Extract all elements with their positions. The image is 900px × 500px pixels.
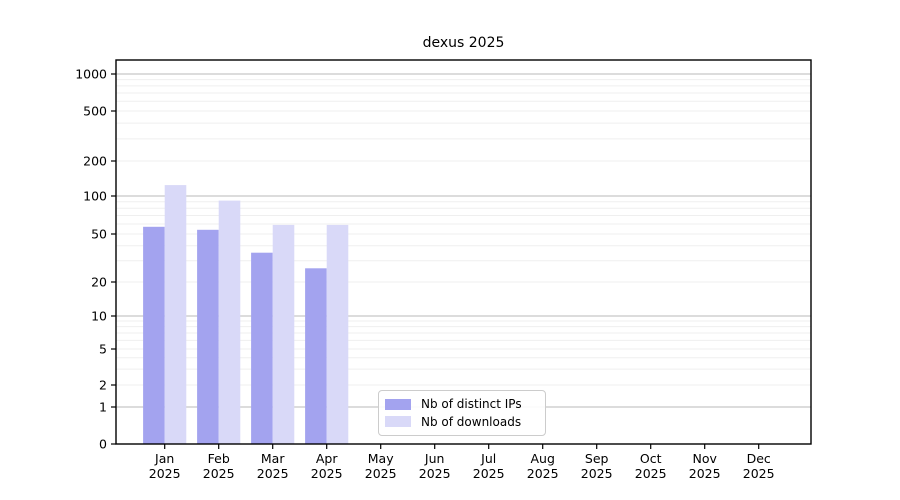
x-tick-label: Oct [640,451,662,466]
x-tick-label: Dec [747,451,771,466]
legend-item-downloads: Nb of downloads [385,415,539,429]
x-tick-label: Jun [424,451,445,466]
x-tick-label-year: 2025 [203,466,235,481]
legend-label-downloads: Nb of downloads [421,414,522,429]
chart-title: dexus 2025 [422,35,505,51]
x-tick-label-year: 2025 [581,466,613,481]
x-tick-label-year: 2025 [743,466,775,481]
y-tick-label: 10 [91,309,107,324]
y-tick-label: 20 [91,275,107,290]
x-tick-label-year: 2025 [311,466,343,481]
bar-jan-downloads [164,185,187,444]
x-tick-label: Aug [530,451,554,466]
y-tick-label: 50 [91,227,107,242]
x-tick-label: Apr [316,451,338,466]
bar-feb-downloads [218,200,241,444]
bar-jan-distinct-ips [143,226,165,444]
x-tick-label: Feb [208,451,230,466]
x-tick-label: May [368,451,394,466]
x-tick-label: Jul [480,451,496,466]
x-tick-label-year: 2025 [527,466,559,481]
y-tick-label: 1 [99,400,107,415]
legend-item-distinct-ips: Nb of distinct IPs [385,397,539,411]
x-tick-label-year: 2025 [635,466,667,481]
legend: Nb of distinct IPs Nb of downloads [378,390,546,436]
x-tick-label: Mar [261,451,285,466]
x-tick-label-year: 2025 [419,466,451,481]
x-tick-label: Sep [585,451,609,466]
legend-label-distinct-ips: Nb of distinct IPs [421,397,522,412]
y-tick-label: 200 [83,154,107,169]
legend-swatch-distinct-ips [385,398,411,410]
x-tick-label-year: 2025 [149,466,181,481]
x-tick-label: Jan [154,451,174,466]
x-tick-label: Nov [692,451,717,466]
bar-apr-downloads [326,224,349,444]
legend-swatch-downloads [385,416,411,428]
x-tick-label-year: 2025 [473,466,505,481]
y-tick-label: 1000 [75,67,107,82]
y-tick-label: 0 [99,437,107,452]
axes-frame [115,59,812,445]
y-tick-label: 2 [99,378,107,393]
y-tick-label: 100 [83,189,107,204]
x-tick-label-year: 2025 [365,466,397,481]
y-tick-label: 500 [83,104,107,119]
bar-mar-downloads [272,224,295,444]
bar-feb-distinct-ips [197,229,219,444]
y-tick-label: 5 [99,342,107,357]
bar-mar-distinct-ips [251,252,273,444]
bar-apr-distinct-ips [305,268,327,444]
x-tick-label-year: 2025 [689,466,721,481]
x-tick-label-year: 2025 [257,466,289,481]
